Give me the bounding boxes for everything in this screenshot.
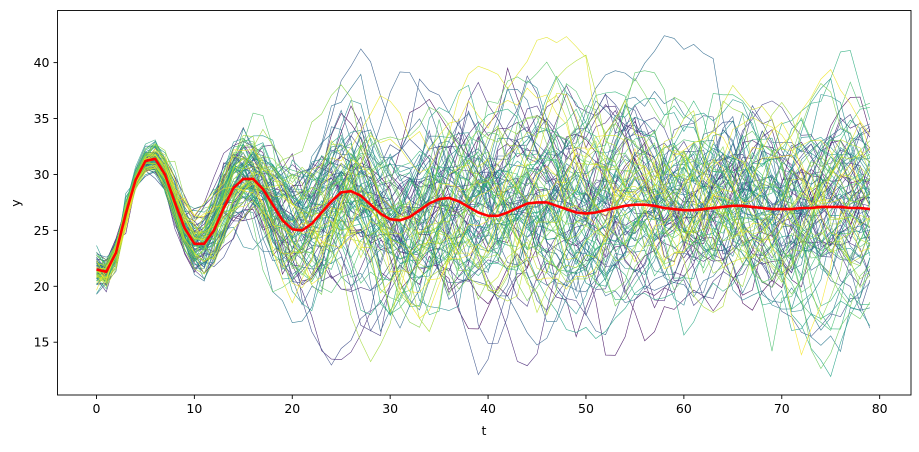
ensemble-line (96, 100, 871, 289)
x-tick-label: 70 (774, 401, 790, 416)
y-axis: 15 20 25 30 35 40 (34, 55, 58, 350)
ensemble-line (96, 36, 871, 289)
x-axis-label: t (482, 423, 487, 438)
y-tick-label: 25 (34, 223, 50, 238)
ensemble-line (96, 117, 871, 279)
y-tick-label: 30 (34, 167, 50, 182)
ensemble-line (96, 108, 871, 282)
ensemble-lines (96, 35, 871, 378)
ensemble-line (96, 81, 871, 352)
ensemble-line (96, 92, 871, 294)
plot-frame (57, 10, 912, 396)
ensemble-line (96, 134, 871, 333)
x-tick-label: 0 (92, 401, 100, 416)
ensemble-line (96, 143, 871, 331)
ensemble-line (96, 54, 871, 313)
ensemble-line (96, 140, 870, 289)
ensemble-line (96, 95, 871, 313)
ensemble-line (96, 137, 870, 307)
mean-line (96, 157, 871, 274)
ensemble-line (96, 154, 871, 293)
ensemble-line (96, 115, 871, 283)
y-tick-label: 20 (34, 279, 50, 294)
ensemble-line (96, 81, 871, 287)
ensemble-line (96, 110, 871, 271)
ensemble-line (96, 100, 870, 290)
ensemble-line (96, 139, 871, 287)
x-tick-label: 60 (676, 401, 692, 416)
x-tick-label: 20 (284, 401, 300, 416)
y-axis-label: y (8, 199, 23, 207)
ensemble-line (96, 68, 871, 291)
ensemble-line (96, 94, 871, 315)
ensemble-line (96, 153, 871, 294)
ensemble-line (96, 129, 871, 280)
x-tick-label: 40 (480, 401, 496, 416)
x-tick-label: 80 (872, 401, 888, 416)
ensemble-line (96, 116, 871, 296)
y-tick-label: 15 (34, 335, 50, 350)
x-tick-label: 50 (578, 401, 594, 416)
x-tick-label: 10 (186, 401, 202, 416)
ensemble-line (96, 110, 871, 291)
ensemble-line (96, 93, 871, 312)
x-tick-label: 30 (382, 401, 398, 416)
y-tick-label: 40 (34, 55, 50, 70)
y-tick-label: 35 (34, 111, 50, 126)
ensemble-line (96, 84, 871, 281)
x-axis: 0 10 20 30 40 50 60 70 80 (92, 395, 888, 416)
ensemble-line (96, 147, 870, 356)
ensemble-line (96, 118, 871, 329)
ensemble-line (96, 83, 871, 276)
ensemble-line (96, 70, 871, 293)
ensemble-line (96, 100, 871, 313)
